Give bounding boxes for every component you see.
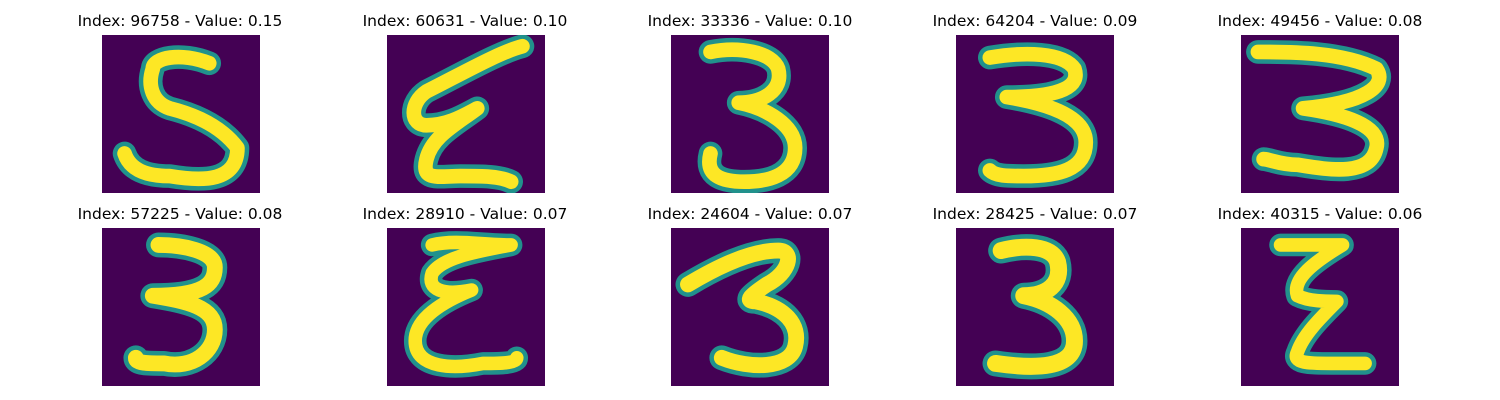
digit-image — [671, 35, 829, 193]
digit-image-panel — [956, 35, 1114, 193]
digit-image-panel — [387, 35, 545, 193]
panel-title: Index: 57225 - Value: 0.08 — [77, 205, 283, 223]
digit-image — [671, 228, 829, 386]
panel-title: Index: 49456 - Value: 0.08 — [1217, 12, 1423, 30]
digit-image-panel — [1241, 35, 1399, 193]
digit-image — [1241, 35, 1399, 193]
digit-image-panel — [387, 228, 545, 386]
digit-image — [102, 228, 260, 386]
digit-image — [387, 228, 545, 386]
digit-image-panel — [102, 228, 260, 386]
panel-title: Index: 40315 - Value: 0.06 — [1217, 205, 1423, 223]
panel-title: Index: 28910 - Value: 0.07 — [362, 205, 568, 223]
digit-image — [102, 35, 260, 193]
digit-image — [956, 228, 1114, 386]
panel-title: Index: 64204 - Value: 0.09 — [932, 12, 1138, 30]
digit-image-panel — [671, 228, 829, 386]
panel-title: Index: 24604 - Value: 0.07 — [647, 205, 853, 223]
panel-title: Index: 96758 - Value: 0.15 — [77, 12, 283, 30]
digit-image — [956, 35, 1114, 193]
digit-image-panel — [1241, 228, 1399, 386]
panel-title: Index: 60631 - Value: 0.10 — [362, 12, 568, 30]
digit-image-panel — [102, 35, 260, 193]
panel-title: Index: 33336 - Value: 0.10 — [647, 12, 853, 30]
panel-title: Index: 28425 - Value: 0.07 — [932, 205, 1138, 223]
digit-image — [1241, 228, 1399, 386]
digit-image-panel — [671, 35, 829, 193]
digit-image-panel — [956, 228, 1114, 386]
digit-image — [387, 35, 545, 193]
